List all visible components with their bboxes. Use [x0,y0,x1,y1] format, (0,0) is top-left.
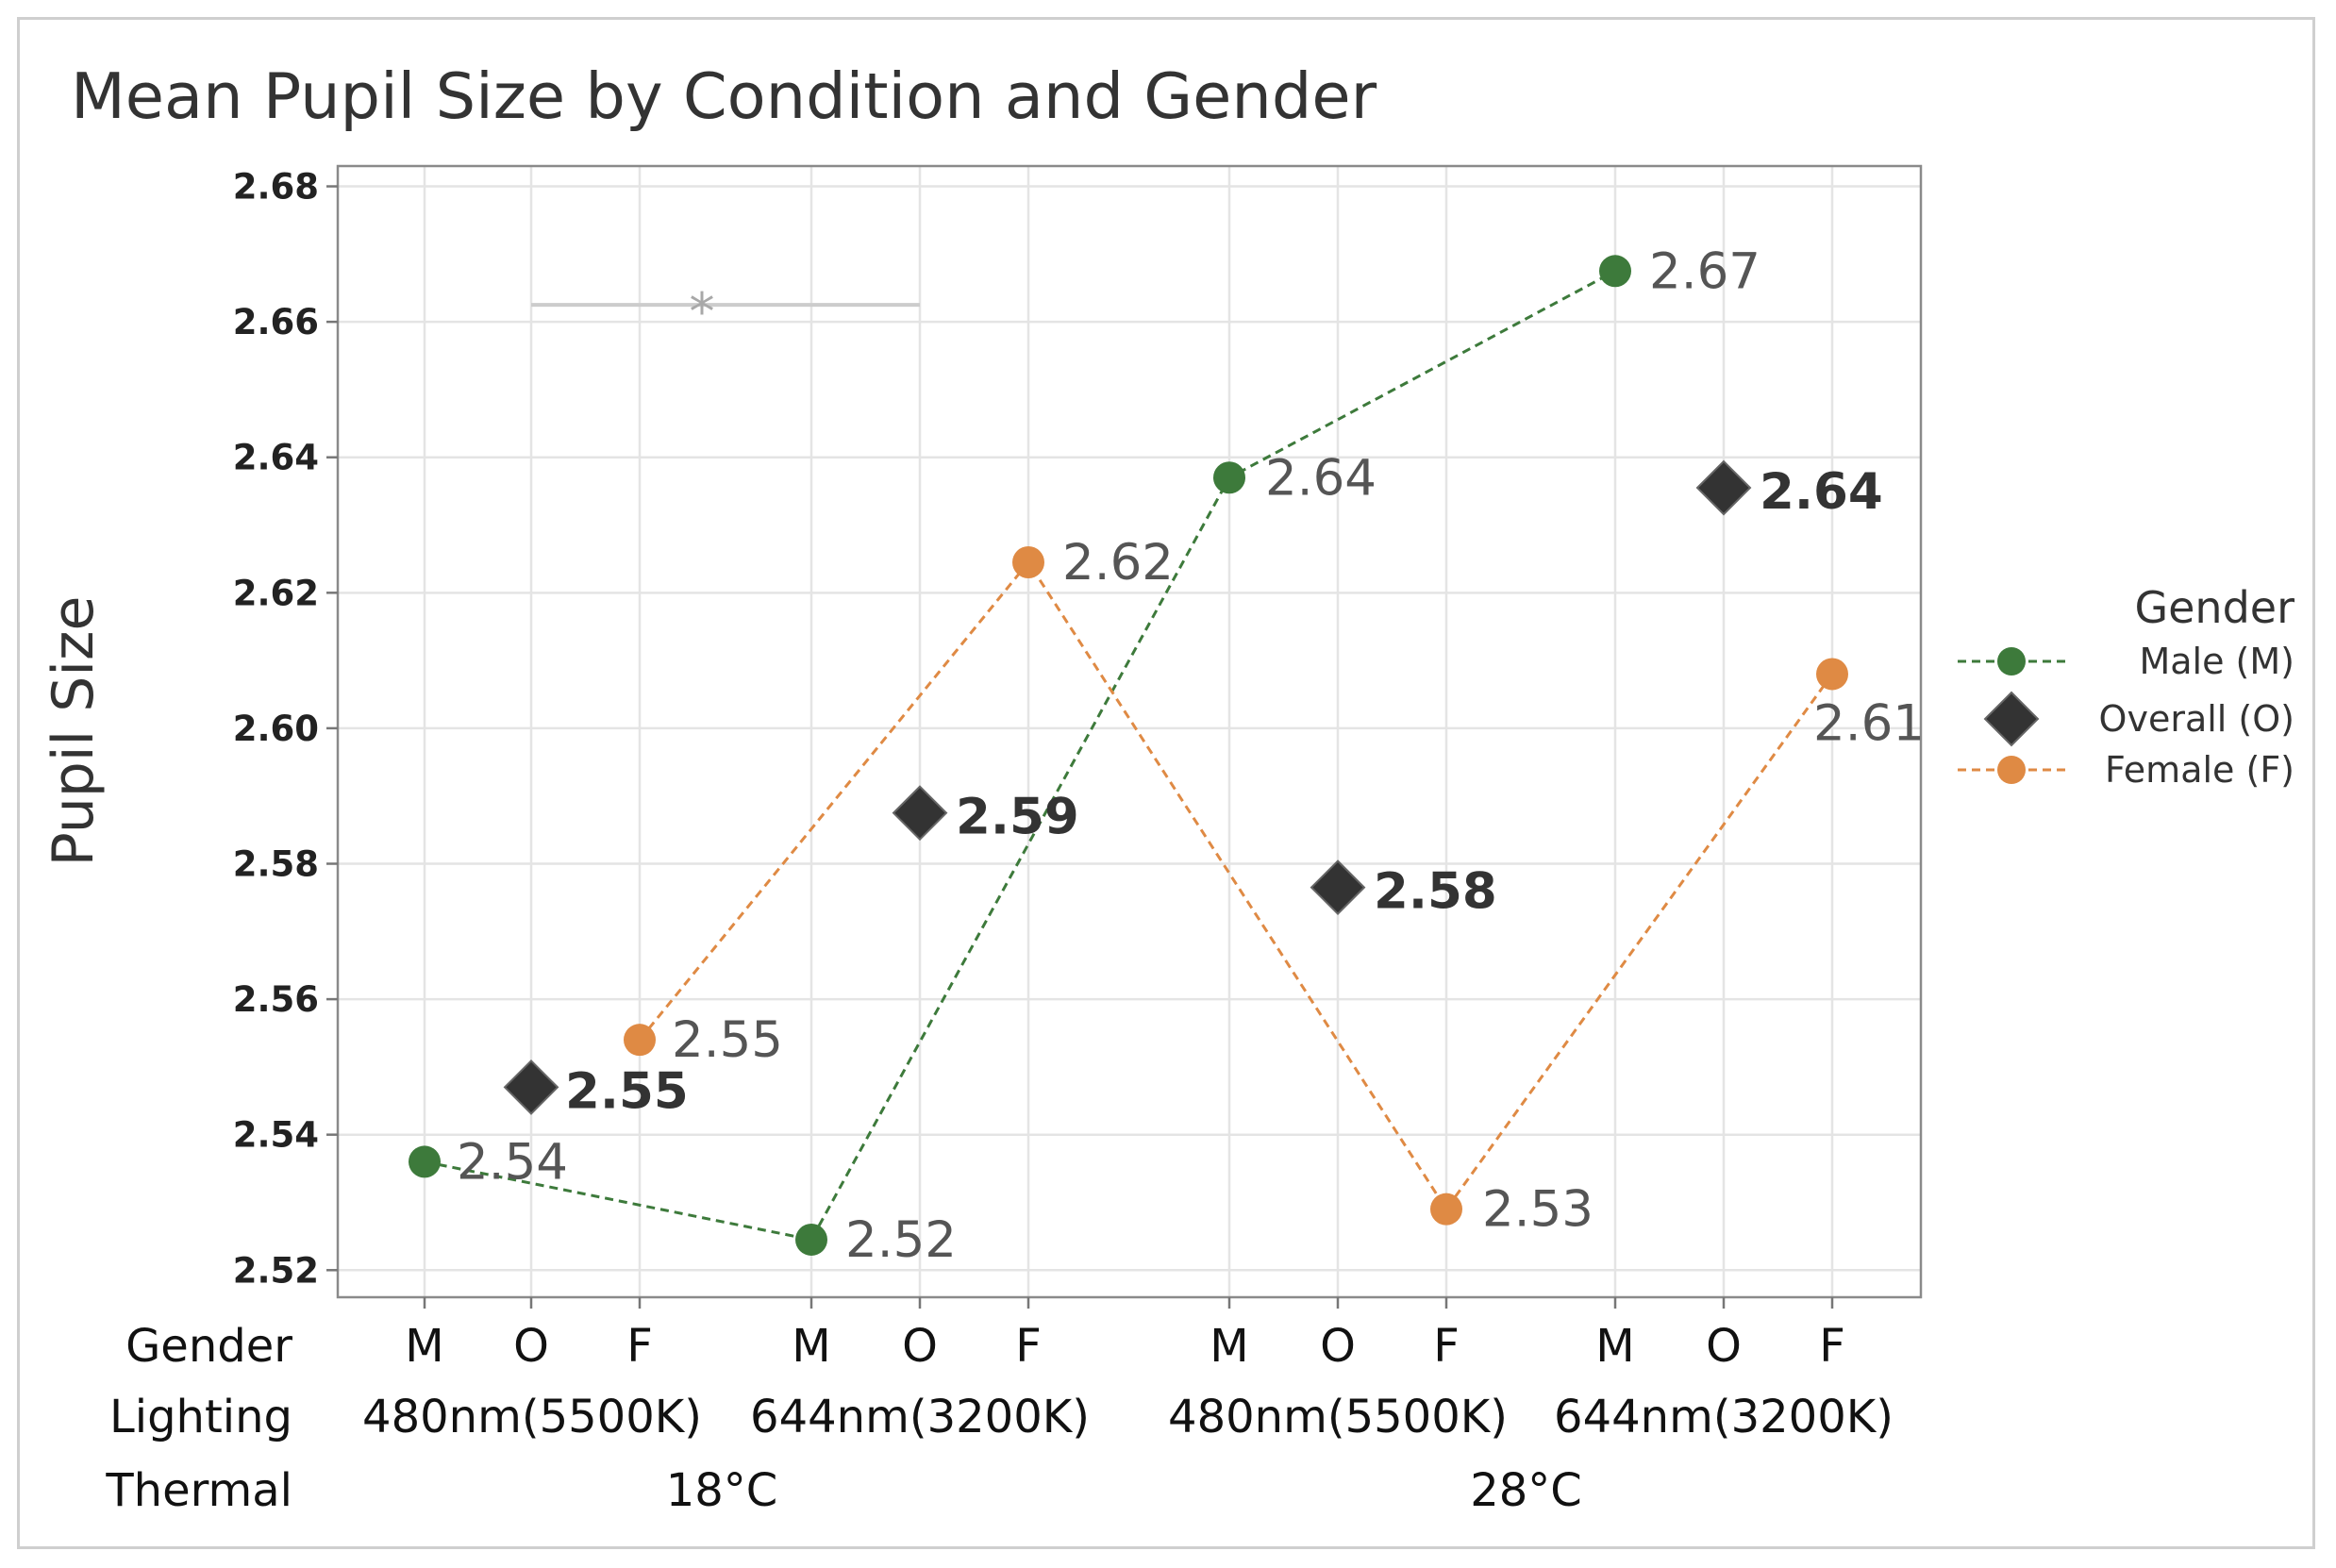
chart-title: Mean Pupil Size by Condition and Gender [71,59,1377,133]
legend-item-label: Male (M) [2139,641,2294,682]
data-label: 2.52 [845,1211,957,1269]
point-overall [892,785,948,842]
x-tick-label-gender: O [1320,1320,1356,1373]
row-label-lighting: Lighting [109,1391,292,1443]
y-tick-label: 2.56 [233,979,319,1020]
x-tick-label-gender: F [1433,1320,1460,1373]
data-label: 2.55 [672,1011,783,1069]
data-label: 2.54 [457,1133,568,1191]
point-m [795,1223,827,1256]
data-label: 2.62 [1062,534,1174,592]
legend-title: Gender [2134,582,2294,633]
x-group-label-lighting: 480nm(5500K) [1168,1391,1508,1443]
x-tick-label-gender: O [1706,1320,1742,1373]
point-m [409,1145,441,1178]
point-m [1213,461,1245,494]
x-tick-label-gender: M [1210,1320,1248,1373]
x-group-label-lighting: 644nm(3200K) [750,1391,1090,1443]
data-label: 2.64 [1265,449,1377,507]
legend-marker-f [1997,756,2026,784]
data-label: 2.67 [1649,242,1760,300]
y-tick-label: 2.62 [233,573,319,613]
x-tick-label-gender: F [1015,1320,1042,1373]
x-axis: M O F M O F M O F M O F Gender Lighting Thermal 480nm(5… [105,1297,1894,1517]
significance-annotation: * [531,282,920,342]
point-f [1430,1193,1462,1226]
point-f [1816,658,1848,691]
data-label: 2.58 [1374,863,1497,921]
y-tick-label: 2.58 [233,844,319,885]
point-overall [1695,459,1752,516]
data-label: 2.64 [1760,463,1883,521]
x-group-label-thermal: 28°C [1470,1464,1582,1517]
point-overall [503,1059,559,1115]
row-label-gender: Gender [125,1320,292,1373]
legend-marker-overall [1983,691,2040,747]
data-label: 2.55 [565,1062,689,1120]
legend-marker-m [1997,647,2026,676]
y-axis: 2.52 2.54 2.56 2.58 2.60 2.62 2.64 2.66 2.68 [233,167,338,1291]
chart-frame [17,17,2315,1549]
y-tick-label: 2.68 [233,167,319,208]
row-label-thermal: Thermal [105,1464,292,1517]
data-label: 2.61 [1813,694,1925,752]
series-line-m [424,269,1616,1242]
y-tick-label: 2.64 [233,438,319,478]
data-label: 2.59 [956,789,1079,846]
series-line-f [638,559,1834,1212]
data-label: 2.53 [1482,1181,1593,1239]
plot-area-border [336,164,1923,1299]
point-f [1012,546,1044,579]
x-tick-label-gender: M [792,1320,830,1373]
x-tick-label-gender: O [902,1320,938,1373]
x-tick-label-gender: O [513,1320,549,1373]
y-tick-label: 2.66 [233,302,319,342]
series: 2.54 2.52 2.64 2.67 2.55 2.59 2.58 2.64 2.55 2.62… [409,242,1925,1269]
significance-star: * [690,282,715,342]
x-tick-label-gender: M [405,1320,443,1373]
y-tick-label: 2.54 [233,1115,319,1156]
y-tick-label: 2.60 [233,709,319,749]
grid [338,166,1921,1297]
y-tick-label: 2.52 [233,1250,319,1291]
legend: Gender Male (M) Overall (O) Female (F) [1958,582,2294,791]
legend-item-label: Overall (O) [2099,698,2294,740]
legend-item-label: Female (F) [2105,749,2294,791]
x-group-label-thermal: 18°C [666,1464,778,1517]
y-axis-label: Pupil Size [41,596,107,867]
x-tick-label-gender: M [1595,1320,1634,1373]
x-tick-label-gender: F [626,1320,653,1373]
point-overall [1310,859,1366,916]
x-group-label-lighting: 644nm(3200K) [1554,1391,1894,1443]
x-tick-label-gender: F [1819,1320,1845,1373]
point-m [1599,255,1631,288]
x-group-label-lighting: 480nm(5500K) [362,1391,702,1443]
point-f [624,1024,656,1057]
